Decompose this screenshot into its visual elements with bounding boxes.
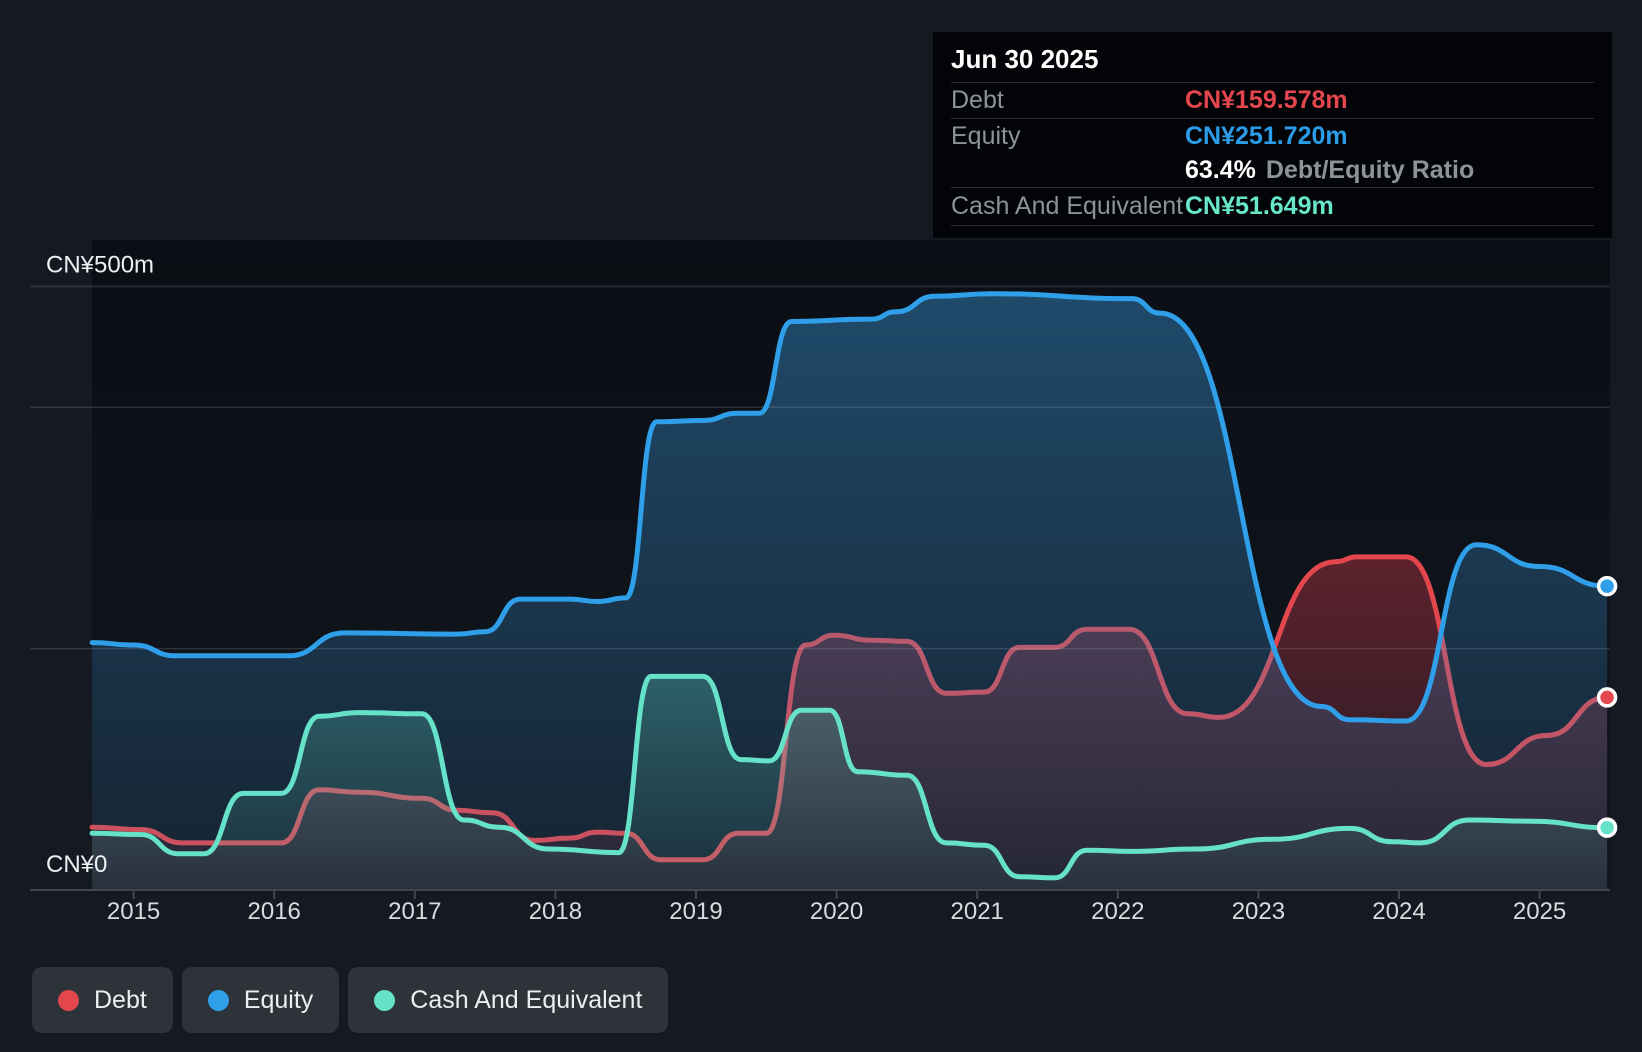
tooltip-cash-value: CN¥51.649m — [1185, 192, 1334, 220]
tooltip-equity-label: Equity — [951, 121, 1021, 150]
legend-cash-label: Cash And Equivalent — [410, 985, 643, 1014]
equity-end-dot — [1596, 575, 1618, 597]
x-label-2018: 2018 — [529, 898, 582, 925]
cash-end-dot — [1596, 817, 1618, 838]
tooltip-date: Jun 30 2025 — [951, 32, 1594, 83]
legend-chip-cash[interactable]: Cash And Equivalent — [348, 967, 669, 1033]
debt-end-dot — [1596, 687, 1618, 708]
tooltip-ratio-value: 63.4% — [1185, 155, 1256, 184]
cash-area — [92, 676, 1608, 890]
tooltip-cash-label: Cash And Equivalent — [951, 192, 1184, 220]
tooltip-ratio-row: 63.4% Debt/Equity Ratio — [951, 153, 1594, 188]
y-label-500m: CN¥500m — [46, 252, 154, 279]
tooltip-cash-row: Cash And Equivalent CN¥51.649m — [951, 188, 1594, 226]
tooltip-debt-label: Debt — [951, 86, 1004, 114]
equity-color-dot-icon — [207, 989, 229, 1011]
x-label-2024: 2024 — [1372, 898, 1425, 925]
x-label-2022: 2022 — [1091, 898, 1144, 925]
tooltip-equity-value: CN¥251.720m — [1185, 121, 1348, 150]
y-label-0: CN¥0 — [46, 851, 107, 878]
legend-equity-label: Equity — [243, 985, 314, 1014]
tooltip-debt-value: CN¥159.578m — [1185, 86, 1348, 114]
equity-area — [92, 293, 1608, 890]
equity-line — [89, 291, 1610, 724]
legend-chip-equity[interactable]: Equity — [181, 967, 340, 1033]
tooltip-ratio-label: Debt/Equity Ratio — [1265, 155, 1475, 184]
tooltip-debt-row: Debt CN¥159.578m — [951, 83, 1594, 119]
x-label-2020: 2020 — [810, 898, 863, 925]
x-label-2017: 2017 — [388, 898, 441, 925]
x-label-2019: 2019 — [669, 898, 722, 925]
x-label-2023: 2023 — [1232, 898, 1285, 925]
tooltip-equity-row: Equity CN¥251.720m — [951, 119, 1594, 153]
x-label-2021: 2021 — [951, 898, 1004, 925]
x-label-2025: 2025 — [1513, 898, 1566, 925]
legend-debt-label: Debt — [94, 985, 147, 1014]
cash-line — [89, 673, 1610, 881]
chart-tooltip: Jun 30 2025 Debt CN¥159.578m Equity CN¥2… — [933, 32, 1612, 238]
cash-color-dot-icon — [374, 989, 396, 1011]
legend-chip-debt[interactable]: Debt — [32, 967, 173, 1033]
x-label-2015: 2015 — [107, 898, 160, 925]
chart-legend: Debt Equity Cash And Equivalent — [32, 967, 669, 1033]
debt-color-dot-icon — [58, 989, 79, 1011]
x-label-2016: 2016 — [248, 898, 301, 925]
